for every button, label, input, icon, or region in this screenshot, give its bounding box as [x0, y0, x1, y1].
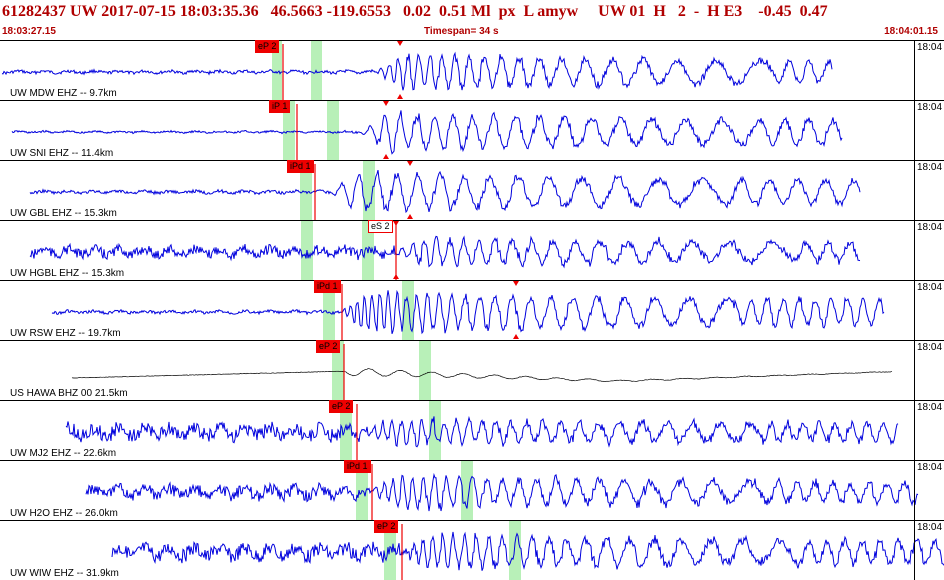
seismogram-panels: eP 2 18:04 UW MDW EHZ -- 9.7km iP 1 18:0…	[0, 40, 944, 580]
time-window-marker	[461, 460, 473, 520]
time-window-marker	[363, 160, 375, 220]
arrival-marker-bottom	[513, 334, 519, 339]
arrival-marker-top	[383, 101, 389, 106]
arrival-marker-top	[397, 41, 403, 46]
waveform-mj2	[0, 400, 944, 460]
station-label: UW HGBL EHZ -- 15.3km	[10, 268, 125, 279]
waveform-gbl	[0, 160, 944, 220]
waveform-trace	[11, 110, 843, 155]
station-label: UW RSW EHZ -- 19.7km	[10, 328, 121, 339]
waveform-hawa	[0, 340, 944, 400]
arrival-marker-bottom	[393, 274, 399, 279]
panel-time-label: 18:04	[917, 342, 943, 353]
trace-panel-hawa[interactable]: eP 2 18:04 US HAWA BHZ 00 21.5km	[0, 340, 944, 400]
station-label: UW MDW EHZ -- 9.7km	[10, 88, 117, 99]
time-window-marker	[419, 340, 431, 400]
trace-panel-rsw[interactable]: iPd 1 18:04 UW RSW EHZ -- 19.7km	[0, 280, 944, 340]
waveform-trace	[71, 368, 893, 382]
station-label: UW MJ2 EHZ -- 22.6km	[10, 448, 117, 459]
trace-panel-wiw[interactable]: eP 2 18:04 UW WIW EHZ -- 31.9km	[0, 520, 944, 580]
panel-time-label: 18:04	[917, 522, 943, 533]
pick-flag-rsw[interactable]: iPd 1	[314, 280, 341, 293]
station-label: US HAWA BHZ 00 21.5km	[10, 388, 128, 399]
time-window-marker	[283, 100, 295, 160]
trace-panel-sni[interactable]: iP 1 18:04 UW SNI EHZ -- 11.4km	[0, 100, 944, 160]
arrival-marker-bottom	[383, 154, 389, 159]
header-bar: 61282437 UW 2017-07-15 18:03:35.36 46.56…	[0, 0, 944, 38]
panel-time-label: 18:04	[917, 402, 943, 413]
time-window-marker	[323, 280, 335, 340]
time-window-marker	[300, 160, 312, 220]
pick-flag-gbl[interactable]: iPd 1	[287, 160, 314, 173]
waveform-h2o	[0, 460, 944, 520]
trace-panel-mdw[interactable]: eP 2 18:04 UW MDW EHZ -- 9.7km	[0, 40, 944, 100]
waveform-mdw	[0, 40, 944, 100]
trace-panel-gbl[interactable]: iPd 1 18:04 UW GBL EHZ -- 15.3km	[0, 160, 944, 220]
timespan-readout: Timespan= 34 s	[424, 26, 499, 37]
time-window-marker	[327, 100, 339, 160]
time-window-marker	[332, 340, 344, 400]
waveform-trace	[1, 51, 833, 91]
panel-time-label: 18:04	[917, 462, 943, 473]
trace-panel-hgbl[interactable]: eS 2 18:04 UW HGBL EHZ -- 15.3km	[0, 220, 944, 280]
panel-time-label: 18:04	[917, 42, 943, 53]
time-window-marker	[362, 220, 374, 280]
arrival-marker-bottom	[407, 214, 413, 219]
time-window-marker	[340, 400, 352, 460]
pick-flag-hawa[interactable]: eP 2	[316, 340, 341, 353]
pick-flag-hgbl[interactable]: eS 2	[368, 220, 393, 233]
waveform-trace	[29, 169, 861, 214]
trace-panel-mj2[interactable]: eP 2 18:04 UW MJ2 EHZ -- 22.6km	[0, 400, 944, 460]
event-title: 61282437 UW 2017-07-15 18:03:35.36 46.56…	[2, 3, 828, 20]
end-time: 18:04:01.15	[884, 26, 938, 37]
waveform-sni	[0, 100, 944, 160]
waveform-trace	[51, 289, 885, 335]
panel-time-label: 18:04	[917, 162, 943, 173]
pick-flag-sni[interactable]: iP 1	[269, 100, 291, 113]
station-label: UW H2O EHZ -- 26.0km	[10, 508, 118, 519]
waveform-trace	[85, 472, 919, 512]
pick-flag-wiw[interactable]: eP 2	[374, 520, 399, 533]
time-window-marker	[272, 40, 282, 100]
panel-time-label: 18:04	[917, 102, 943, 113]
panel-time-label: 18:04	[917, 282, 943, 293]
time-window-marker	[402, 280, 414, 340]
time-window-marker	[356, 460, 368, 520]
arrival-marker-top	[407, 161, 413, 166]
time-window-marker	[509, 520, 521, 580]
waveform-trace	[65, 415, 899, 448]
trace-panel-h2o[interactable]: iPd 1 18:04 UW H2O EHZ -- 26.0km	[0, 460, 944, 520]
waveform-trace	[111, 531, 944, 571]
panel-time-label: 18:04	[917, 222, 943, 233]
station-label: UW WIW EHZ -- 31.9km	[10, 568, 119, 579]
waveform-hgbl	[0, 220, 944, 280]
arrival-marker-top	[513, 281, 519, 286]
waveform-trace	[29, 235, 861, 269]
waveform-wiw	[0, 520, 944, 580]
arrival-marker-bottom	[397, 94, 403, 99]
pick-flag-mj2[interactable]: eP 2	[329, 400, 354, 413]
station-label: UW GBL EHZ -- 15.3km	[10, 208, 117, 219]
start-time: 18:03:27.15	[2, 26, 56, 37]
pick-flag-h2o[interactable]: iPd 1	[344, 460, 371, 473]
arrival-marker-top	[393, 221, 399, 226]
time-window-marker	[311, 40, 322, 100]
pick-flag-mdw[interactable]: eP 2	[255, 40, 280, 53]
waveform-rsw	[0, 280, 944, 340]
station-label: UW SNI EHZ -- 11.4km	[10, 148, 114, 159]
